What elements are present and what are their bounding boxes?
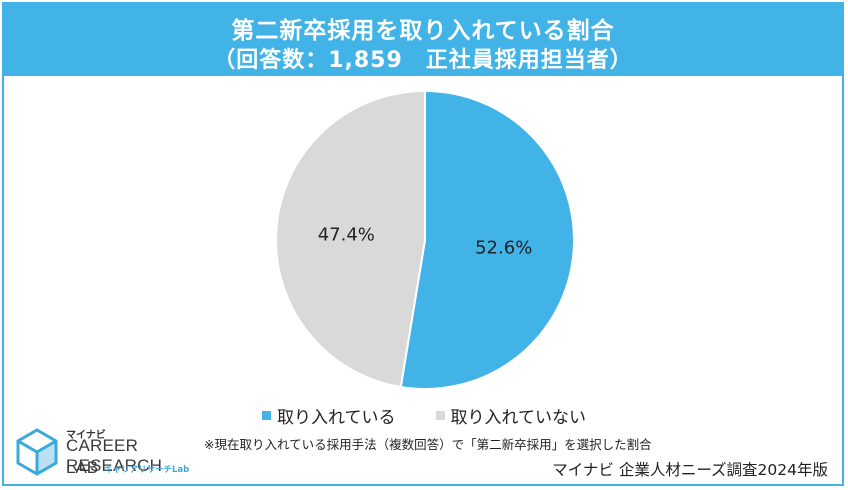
legend-label-adopted: 取り入れている (277, 408, 396, 428)
legend-item-not-adopted: 取り入れていない (435, 403, 587, 428)
legend-label-not-adopted: 取り入れていない (450, 408, 587, 428)
legend-item-adopted: 取り入れている (262, 403, 396, 428)
cube-logo-icon (16, 428, 58, 476)
chart-title: 第二新卒採用を取り入れている割合 (231, 18, 615, 44)
logo-text-line2: LAB (66, 458, 99, 477)
chart-header: 第二新卒採用を取り入れている割合 （回答数：1,859 正社員採用担当者） (4, 4, 842, 76)
career-research-lab-logo: マイナビ CAREER RESEARCH LAB キャリアリサーチLab (14, 426, 204, 482)
logo-subtext: キャリアリサーチLab (104, 465, 190, 475)
chart-subtitle: （回答数：1,859 正社員採用担当者） (213, 48, 633, 73)
data-label-not-adopted: 47.4% (318, 225, 375, 246)
logo-brand: マイナビ (66, 430, 106, 441)
logo-text-line1: CAREER RESEARCH (66, 436, 163, 475)
footnote: ※現在取り入れている採用手法（複数回答）で「第二新卒採用」を選択した割合 (204, 437, 652, 452)
pie-slice-adopted (399, 89, 575, 390)
legend-swatch-adopted (262, 411, 271, 420)
data-label-adopted: 52.6% (475, 237, 532, 258)
pie-slice-not-adopted (275, 89, 426, 389)
legend-swatch-not-adopted (435, 411, 445, 420)
source-credit: マイナビ 企業人材ニーズ調査2024年版 (552, 461, 828, 479)
chart-legend: 取り入れている 取り入れていない (0, 403, 848, 428)
